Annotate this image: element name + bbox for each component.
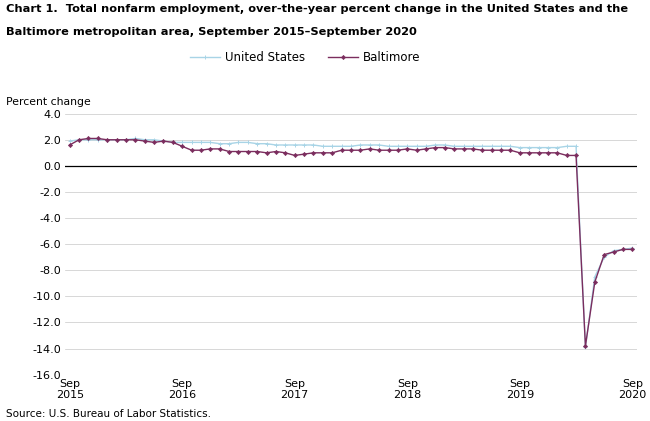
- United States: [563, 144, 571, 149]
- United States: [582, 345, 590, 350]
- United States: [207, 140, 215, 145]
- United States: [629, 245, 636, 250]
- United States: [375, 142, 383, 147]
- Line: Baltimore: Baltimore: [68, 137, 634, 347]
- United States: [413, 144, 421, 149]
- Baltimore: [582, 344, 590, 349]
- Baltimore: [413, 148, 421, 153]
- Baltimore: [563, 153, 571, 158]
- Baltimore: [188, 148, 196, 153]
- Baltimore: [272, 149, 280, 154]
- Baltimore: [207, 147, 215, 152]
- United States: [188, 140, 196, 145]
- United States: [66, 139, 73, 144]
- Baltimore: [375, 148, 383, 153]
- Baltimore: [629, 247, 636, 252]
- Legend: United States, Baltimore: United States, Baltimore: [186, 46, 425, 69]
- Text: Baltimore metropolitan area, September 2015–September 2020: Baltimore metropolitan area, September 2…: [6, 27, 417, 37]
- Text: Percent change: Percent change: [6, 97, 91, 107]
- United States: [131, 136, 139, 141]
- Baltimore: [66, 142, 73, 147]
- Line: United States: United States: [68, 136, 634, 349]
- United States: [272, 142, 280, 147]
- Baltimore: [84, 136, 92, 141]
- Text: Source: U.S. Bureau of Labor Statistics.: Source: U.S. Bureau of Labor Statistics.: [6, 409, 211, 419]
- Text: Chart 1.  Total nonfarm employment, over-the-year percent change in the United S: Chart 1. Total nonfarm employment, over-…: [6, 4, 629, 14]
